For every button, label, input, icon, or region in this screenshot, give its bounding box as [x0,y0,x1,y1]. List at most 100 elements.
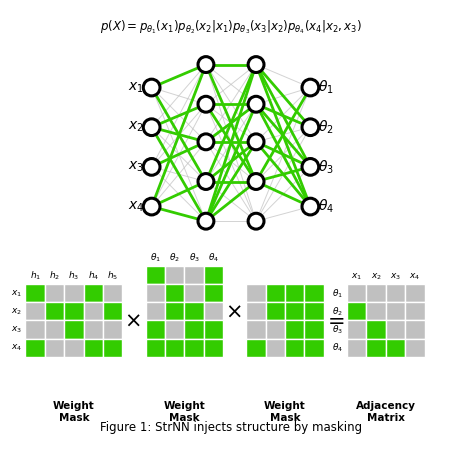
Text: $x_4$: $x_4$ [11,342,22,353]
Bar [386,339,405,356]
Bar [165,339,184,356]
Circle shape [248,134,264,150]
Text: $h_2$: $h_2$ [49,270,60,282]
Circle shape [198,134,214,150]
Text: $\theta_2$: $\theta_2$ [169,252,180,264]
Bar [45,302,64,321]
Bar [285,339,304,356]
Bar [266,321,285,339]
Bar [103,284,122,302]
Text: $x_1$: $x_1$ [11,288,22,299]
Text: $h_5$: $h_5$ [107,270,118,282]
Text: $x_3$: $x_3$ [11,324,22,335]
Bar [266,284,285,302]
Text: $h_1$: $h_1$ [30,270,41,282]
Bar [45,339,64,356]
Bar [304,302,324,321]
Text: $x_1$: $x_1$ [128,80,144,95]
Text: $x_4$: $x_4$ [409,271,420,282]
Bar [366,284,386,302]
Bar [366,321,386,339]
Circle shape [143,158,160,175]
Text: $x_3$: $x_3$ [390,271,401,282]
Text: $\theta_4$: $\theta_4$ [318,198,334,215]
Bar [285,321,304,339]
Bar [84,284,103,302]
Bar [184,302,204,321]
Bar [165,284,184,302]
Bar [304,284,324,302]
Bar [165,321,184,339]
Bar [204,339,223,356]
Text: $\theta_3$: $\theta_3$ [188,252,200,264]
Text: $\theta_3$: $\theta_3$ [318,158,334,176]
Text: $p(X) = p_{\theta_1}(x_1)p_{\theta_2}(x_2|x_1)p_{\theta_3}(x_3|x_2)p_{\theta_4}(: $p(X) = p_{\theta_1}(x_1)p_{\theta_2}(x_… [100,19,362,36]
Text: $\times$: $\times$ [124,311,141,331]
Bar [146,321,165,339]
Text: $\theta_1$: $\theta_1$ [150,252,161,264]
Text: Weight
Mask: Weight Mask [164,401,205,423]
Bar [347,284,366,302]
Circle shape [302,119,319,136]
Bar [103,339,122,356]
Text: Adjacency
Matrix: Adjacency Matrix [356,401,416,423]
Bar [146,284,165,302]
Bar [84,339,103,356]
Bar [304,339,324,356]
Bar [146,302,165,321]
Bar [25,302,45,321]
Bar [184,339,204,356]
Bar [204,321,223,339]
Text: Weight
Mask: Weight Mask [264,401,306,423]
Bar [204,284,223,302]
Text: Figure 1: StrNN injects structure by masking: Figure 1: StrNN injects structure by mas… [100,421,362,434]
Bar [386,321,405,339]
Bar [366,302,386,321]
Circle shape [248,213,264,229]
Bar [146,266,165,284]
Bar [405,302,425,321]
Bar [165,266,184,284]
Text: $h_3$: $h_3$ [68,270,79,282]
Text: $x_3$: $x_3$ [128,160,144,174]
Text: $x_4$: $x_4$ [128,199,144,214]
Bar [266,339,285,356]
Bar [405,284,425,302]
Bar [25,284,45,302]
Bar [204,302,223,321]
Circle shape [143,119,160,136]
Circle shape [302,79,319,96]
Bar [165,302,184,321]
Bar [366,339,386,356]
Text: $\theta_4$: $\theta_4$ [332,341,343,354]
Bar [64,321,84,339]
Text: $x_2$: $x_2$ [128,120,144,134]
Bar [347,321,366,339]
Bar [386,284,405,302]
Bar [25,339,45,356]
Bar [405,339,425,356]
Circle shape [248,173,264,189]
Bar [246,339,266,356]
Circle shape [143,198,160,215]
Circle shape [248,96,264,112]
Bar [246,321,266,339]
Bar [246,302,266,321]
Bar [285,302,304,321]
Bar [347,302,366,321]
Bar [184,321,204,339]
Bar [64,284,84,302]
Circle shape [198,213,214,229]
Bar [45,321,64,339]
Text: $\theta_1$: $\theta_1$ [318,79,334,96]
Bar [64,302,84,321]
Circle shape [302,158,319,175]
Bar [304,321,324,339]
Text: $h_4$: $h_4$ [88,270,99,282]
Circle shape [248,57,264,73]
Text: $\times$: $\times$ [225,301,242,321]
Bar [64,339,84,356]
Bar [45,284,64,302]
Bar [184,284,204,302]
Circle shape [302,198,319,215]
